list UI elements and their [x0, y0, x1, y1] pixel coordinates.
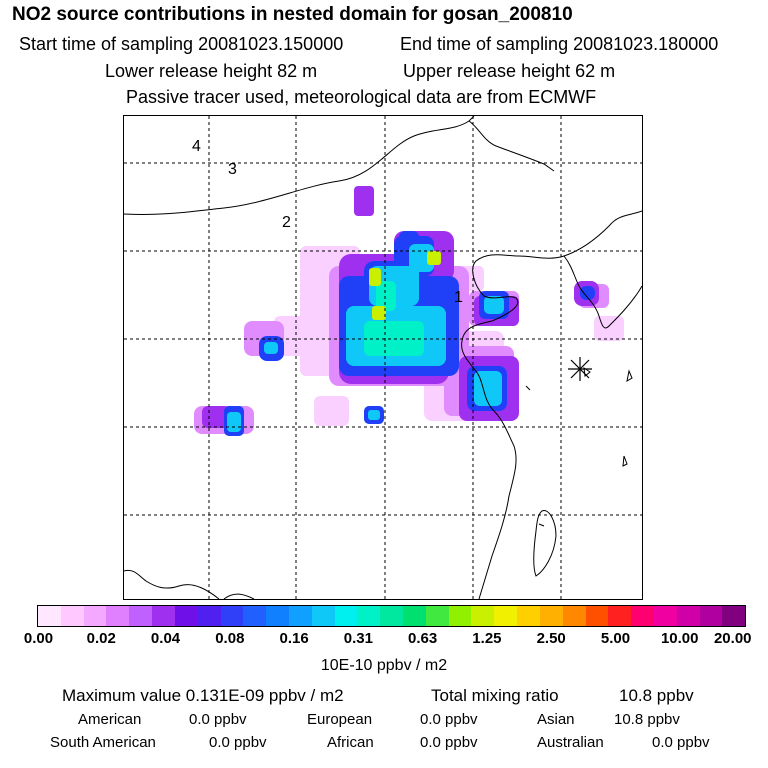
color-scale-cell — [83, 606, 107, 626]
contrib-name-south-american: South American — [50, 734, 156, 751]
color-scale-cell — [539, 606, 563, 626]
color-scale-cell — [174, 606, 198, 626]
upper-release-label: Upper release height 62 m — [403, 61, 616, 81]
marker-4: 4 — [192, 138, 201, 155]
color-scale-cell — [38, 606, 61, 626]
end-time-label: End time of sampling 20081023.180000 — [400, 34, 719, 54]
total-mixing-label: Total mixing ratio — [431, 686, 559, 705]
lat-lon-grid — [124, 116, 642, 599]
color-scale-tick-label: 0.02 — [86, 630, 116, 647]
color-scale-cell — [448, 606, 472, 626]
color-scale-cell — [243, 606, 267, 626]
color-scale-cell — [380, 606, 403, 626]
color-scale-tick-label: 0.31 — [343, 630, 373, 647]
color-scale-cell — [494, 606, 518, 626]
marker-2: 2 — [282, 214, 291, 231]
color-scale-tick-label: 20.00 — [713, 630, 752, 647]
contrib-name-australian: Australian — [537, 734, 604, 751]
map-panel: 4 3 2 1 — [123, 115, 643, 600]
marker-3: 3 — [228, 161, 237, 178]
color-scale-tick-label: 0.63 — [408, 630, 438, 647]
contrib-name-asian: Asian — [537, 711, 575, 728]
contrib-value-african: 0.0 ppbv — [420, 734, 478, 751]
contrib-value-australian: 0.0 ppbv — [652, 734, 710, 751]
color-scale-cell — [585, 606, 609, 626]
plume-field — [194, 186, 624, 436]
contrib-value-south-american: 0.0 ppbv — [209, 734, 267, 751]
color-scale-tick-label: 1.25 — [472, 630, 502, 647]
color-scale-cell — [631, 606, 654, 626]
color-scale-cell — [608, 606, 632, 626]
color-scale-tick-label: 2.50 — [536, 630, 566, 647]
color-scale-tick-label: 0.08 — [215, 630, 245, 647]
contrib-name-african: African — [327, 734, 374, 751]
total-mixing-value: 10.8 ppbv — [619, 686, 694, 705]
color-scale-cell — [403, 606, 426, 626]
color-scale-tick-label: 0.04 — [150, 630, 181, 647]
color-scale-tick-label: 0.16 — [279, 630, 309, 647]
color-scale-cell — [357, 606, 381, 626]
color-scale-tick-label: 0.00 — [23, 630, 54, 647]
contrib-name-european: European — [307, 711, 373, 728]
maximum-value: Maximum value 0.131E-09 ppbv / m2 — [62, 686, 344, 705]
color-scale-cell — [197, 606, 221, 626]
color-scale-cell — [722, 606, 746, 626]
color-scale-cell — [425, 606, 449, 626]
color-scale-tick-label: 10.00 — [660, 630, 699, 647]
color-scale-cell — [266, 606, 289, 626]
map-canvas — [124, 116, 642, 599]
start-time-label: Start time of sampling 20081023.150000 — [19, 34, 344, 54]
color-scale-cell — [653, 606, 677, 626]
station-star-icon — [568, 357, 592, 381]
contrib-value-asian: 10.8 ppbv — [614, 711, 680, 728]
unit-label: 10E-10 ppbv / m2 — [320, 657, 448, 674]
color-scale-cell — [311, 606, 335, 626]
color-scale-cell — [676, 606, 700, 626]
color-scale-cell — [471, 606, 495, 626]
color-scale-tick-label: 5.00 — [600, 630, 631, 647]
color-scale-cell — [129, 606, 153, 626]
color-scale-cell — [152, 606, 175, 626]
color-scale-cell — [562, 606, 586, 626]
contrib-value-american: 0.0 ppbv — [189, 711, 247, 728]
tracer-note: Passive tracer used, meteorological data… — [126, 87, 597, 107]
color-scale-bar — [37, 605, 746, 627]
color-scale-cell — [220, 606, 244, 626]
color-scale-cell — [106, 606, 130, 626]
contrib-value-european: 0.0 ppbv — [420, 711, 478, 728]
contrib-name-american: American — [78, 711, 142, 728]
color-scale-cell — [60, 606, 84, 626]
color-scale-cell — [334, 606, 358, 626]
color-scale-cell — [699, 606, 723, 626]
color-scale-cell — [517, 606, 540, 626]
marker-1: 1 — [454, 289, 463, 306]
color-scale-cell — [288, 606, 312, 626]
page-title: NO2 source contributions in nested domai… — [12, 4, 573, 25]
coastlines — [124, 116, 642, 599]
lower-release-label: Lower release height 82 m — [105, 61, 318, 81]
